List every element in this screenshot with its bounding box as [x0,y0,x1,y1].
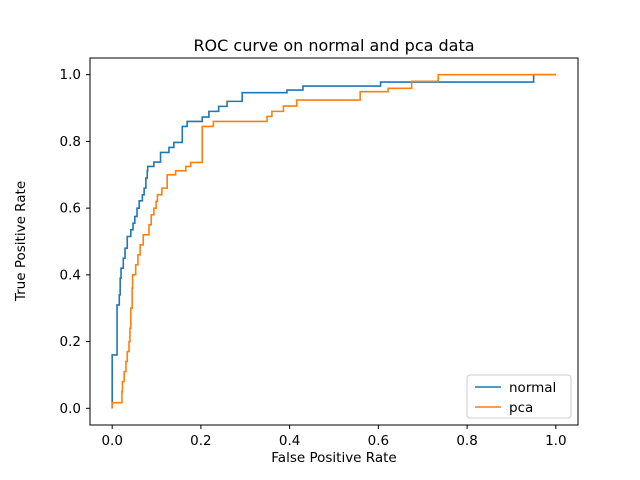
x-tick-label: 1.0 [545,433,566,449]
x-tick-label: 0.0 [101,433,122,449]
chart-title: ROC curve on normal and pca data [193,36,474,55]
roc-curves [111,73,556,409]
roc-curve-normal [111,73,556,409]
y-tick-label: 0.2 [60,334,81,350]
x-tick-label: 0.2 [190,433,211,449]
y-tick-label: 0.0 [60,401,81,417]
y-tick-label: 1.0 [60,67,81,83]
x-tick-label: 0.8 [456,433,477,449]
y-tick-label: 0.6 [60,201,81,217]
legend: normal pca [466,374,572,419]
y-tick-label: 0.8 [60,134,81,150]
x-axis-label: False Positive Rate [271,450,396,466]
plot-area-spines [89,57,579,426]
legend-label-pca: pca [509,400,533,416]
y-axis-label: True Positive Rate [13,181,29,302]
roc-curve-pca [111,73,556,409]
x-tick-label: 0.6 [368,433,389,449]
y-tick-label: 0.4 [60,267,81,283]
x-tick-label: 0.4 [279,433,300,449]
legend-label-normal: normal [509,380,556,396]
axis-ticks: 0.0 0.2 0.4 0.6 0.8 1.0 0.0 0.2 0.4 0.6 0.8 1.0 [60,67,567,449]
